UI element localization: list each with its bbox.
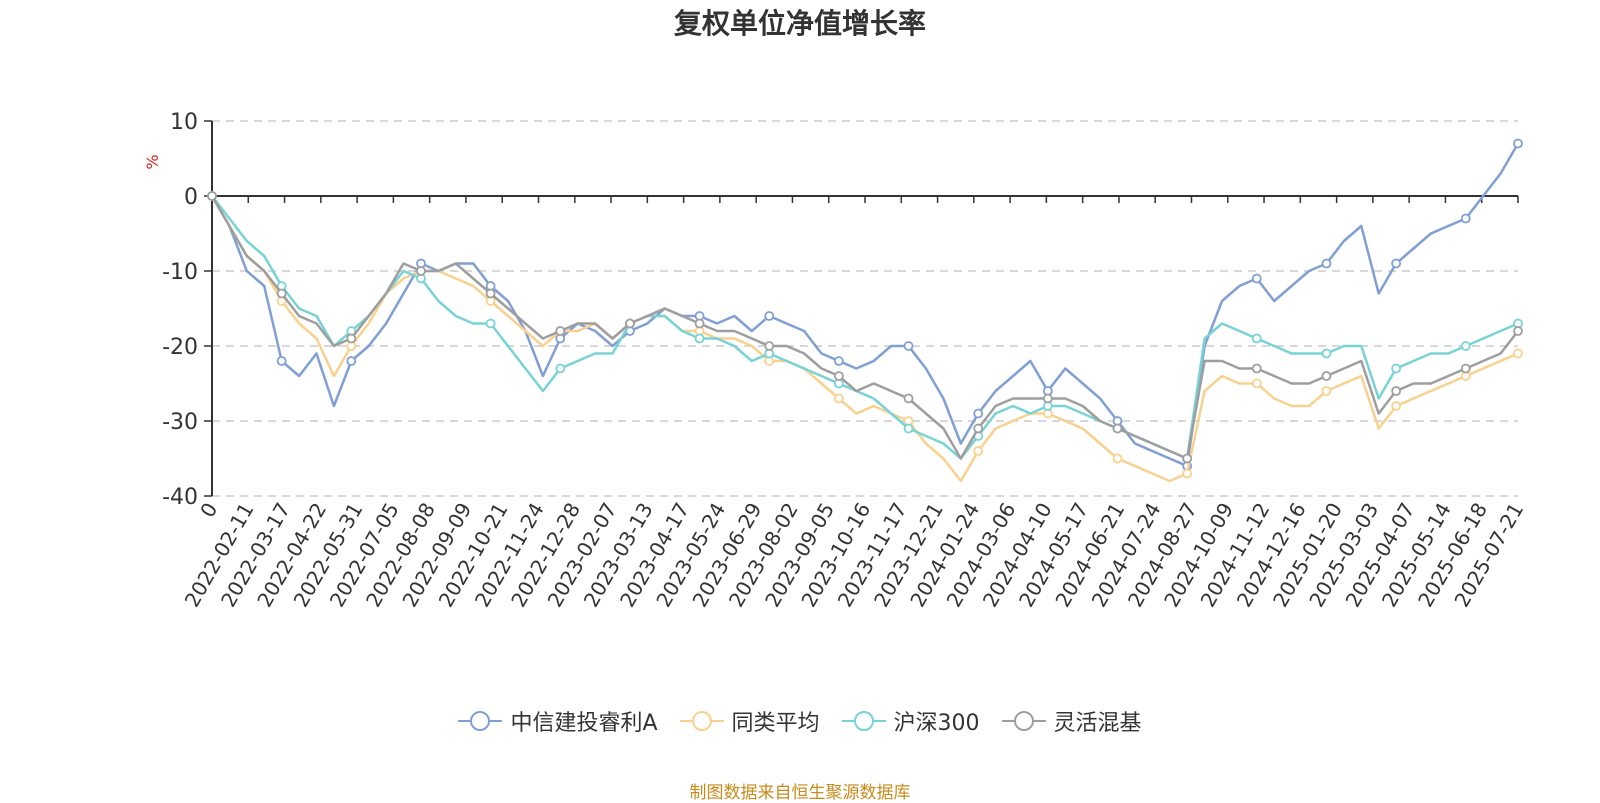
data-point (1513, 348, 1523, 359)
data-point (1321, 386, 1332, 396)
data-point (207, 191, 217, 201)
y-tick-label: 0 (184, 185, 198, 210)
data-point (1460, 213, 1471, 224)
legend-marker-icon (458, 709, 503, 733)
data-point (1182, 468, 1193, 479)
data-point (694, 333, 705, 344)
series-lines (207, 138, 1523, 483)
data-point (1321, 348, 1332, 359)
data-point (903, 423, 914, 434)
legend-label: 灵活混基 (1053, 711, 1142, 736)
series-line (210, 195, 1519, 483)
data-point (1251, 273, 1262, 284)
data-point (276, 288, 287, 299)
axes (204, 120, 1519, 497)
data-point (1391, 386, 1402, 396)
data-point (1042, 393, 1053, 404)
legend-marker-icon (841, 709, 886, 733)
y-tick-label: 10 (170, 110, 198, 135)
legend-label: 中信建投睿利A (510, 711, 658, 736)
data-point (1251, 363, 1262, 374)
data-point (485, 318, 496, 329)
data-point (555, 326, 566, 336)
data-point (1251, 333, 1262, 344)
data-point (764, 311, 775, 321)
data-point (1112, 453, 1123, 464)
data-point (833, 393, 844, 404)
data-point (1391, 401, 1402, 411)
y-tick-label: -20 (162, 335, 198, 360)
data-point (833, 356, 844, 366)
data-point (973, 408, 984, 419)
data-point (1391, 258, 1402, 269)
data-point (1251, 378, 1262, 389)
legend-item[interactable]: 同类平均 (679, 705, 820, 737)
series-line (210, 195, 1519, 460)
data-point (416, 266, 426, 276)
source-note: 制图数据来自恒生聚源数据库 (689, 783, 911, 803)
line-chart: -40-30-20-1001002022-02-112022-03-172022… (143, 110, 1528, 611)
y-axis-unit-label: % (143, 154, 162, 169)
data-point (903, 393, 914, 404)
data-point (1513, 138, 1523, 149)
data-point (1460, 363, 1471, 374)
data-point (694, 318, 705, 329)
y-tick-label: -30 (162, 410, 198, 435)
chart-title: 复权单位净值增长率 (673, 7, 926, 40)
data-point (1321, 371, 1332, 381)
data-point (973, 423, 984, 434)
legend-item[interactable]: 灵活混基 (1001, 705, 1142, 737)
data-point (1112, 423, 1123, 434)
data-point (1513, 326, 1523, 336)
x-tick-label: 0 (195, 499, 222, 522)
legend-item[interactable]: 中信建投睿利A (458, 705, 658, 737)
data-point (903, 341, 914, 351)
data-point (973, 446, 984, 456)
legend-label: 沪深300 (893, 711, 980, 736)
y-tick-label: -10 (162, 260, 198, 285)
data-point (276, 356, 287, 366)
data-point (346, 356, 357, 366)
data-point (1321, 258, 1332, 269)
legend-marker-icon (1001, 709, 1046, 733)
data-point (555, 363, 566, 374)
data-point (764, 341, 775, 351)
series-line (210, 142, 1520, 468)
data-point (1460, 341, 1471, 351)
legend: 中信建投睿利A 同类平均 沪深300 灵活混基 (0, 705, 1600, 737)
data-point (625, 318, 635, 329)
legend-item[interactable]: 沪深300 (841, 705, 980, 737)
data-point (1391, 363, 1402, 374)
data-point (485, 288, 496, 299)
data-point (1182, 453, 1193, 464)
series-line (211, 195, 1519, 460)
data-point (346, 333, 357, 344)
grid-lines (212, 120, 1518, 497)
y-tick-label: -40 (162, 485, 198, 510)
tick-labels: -40-30-20-1001002022-02-112022-03-172022… (162, 110, 1528, 611)
legend-label: 同类平均 (731, 711, 820, 736)
legend-marker-icon (679, 709, 724, 733)
data-point (833, 371, 844, 381)
